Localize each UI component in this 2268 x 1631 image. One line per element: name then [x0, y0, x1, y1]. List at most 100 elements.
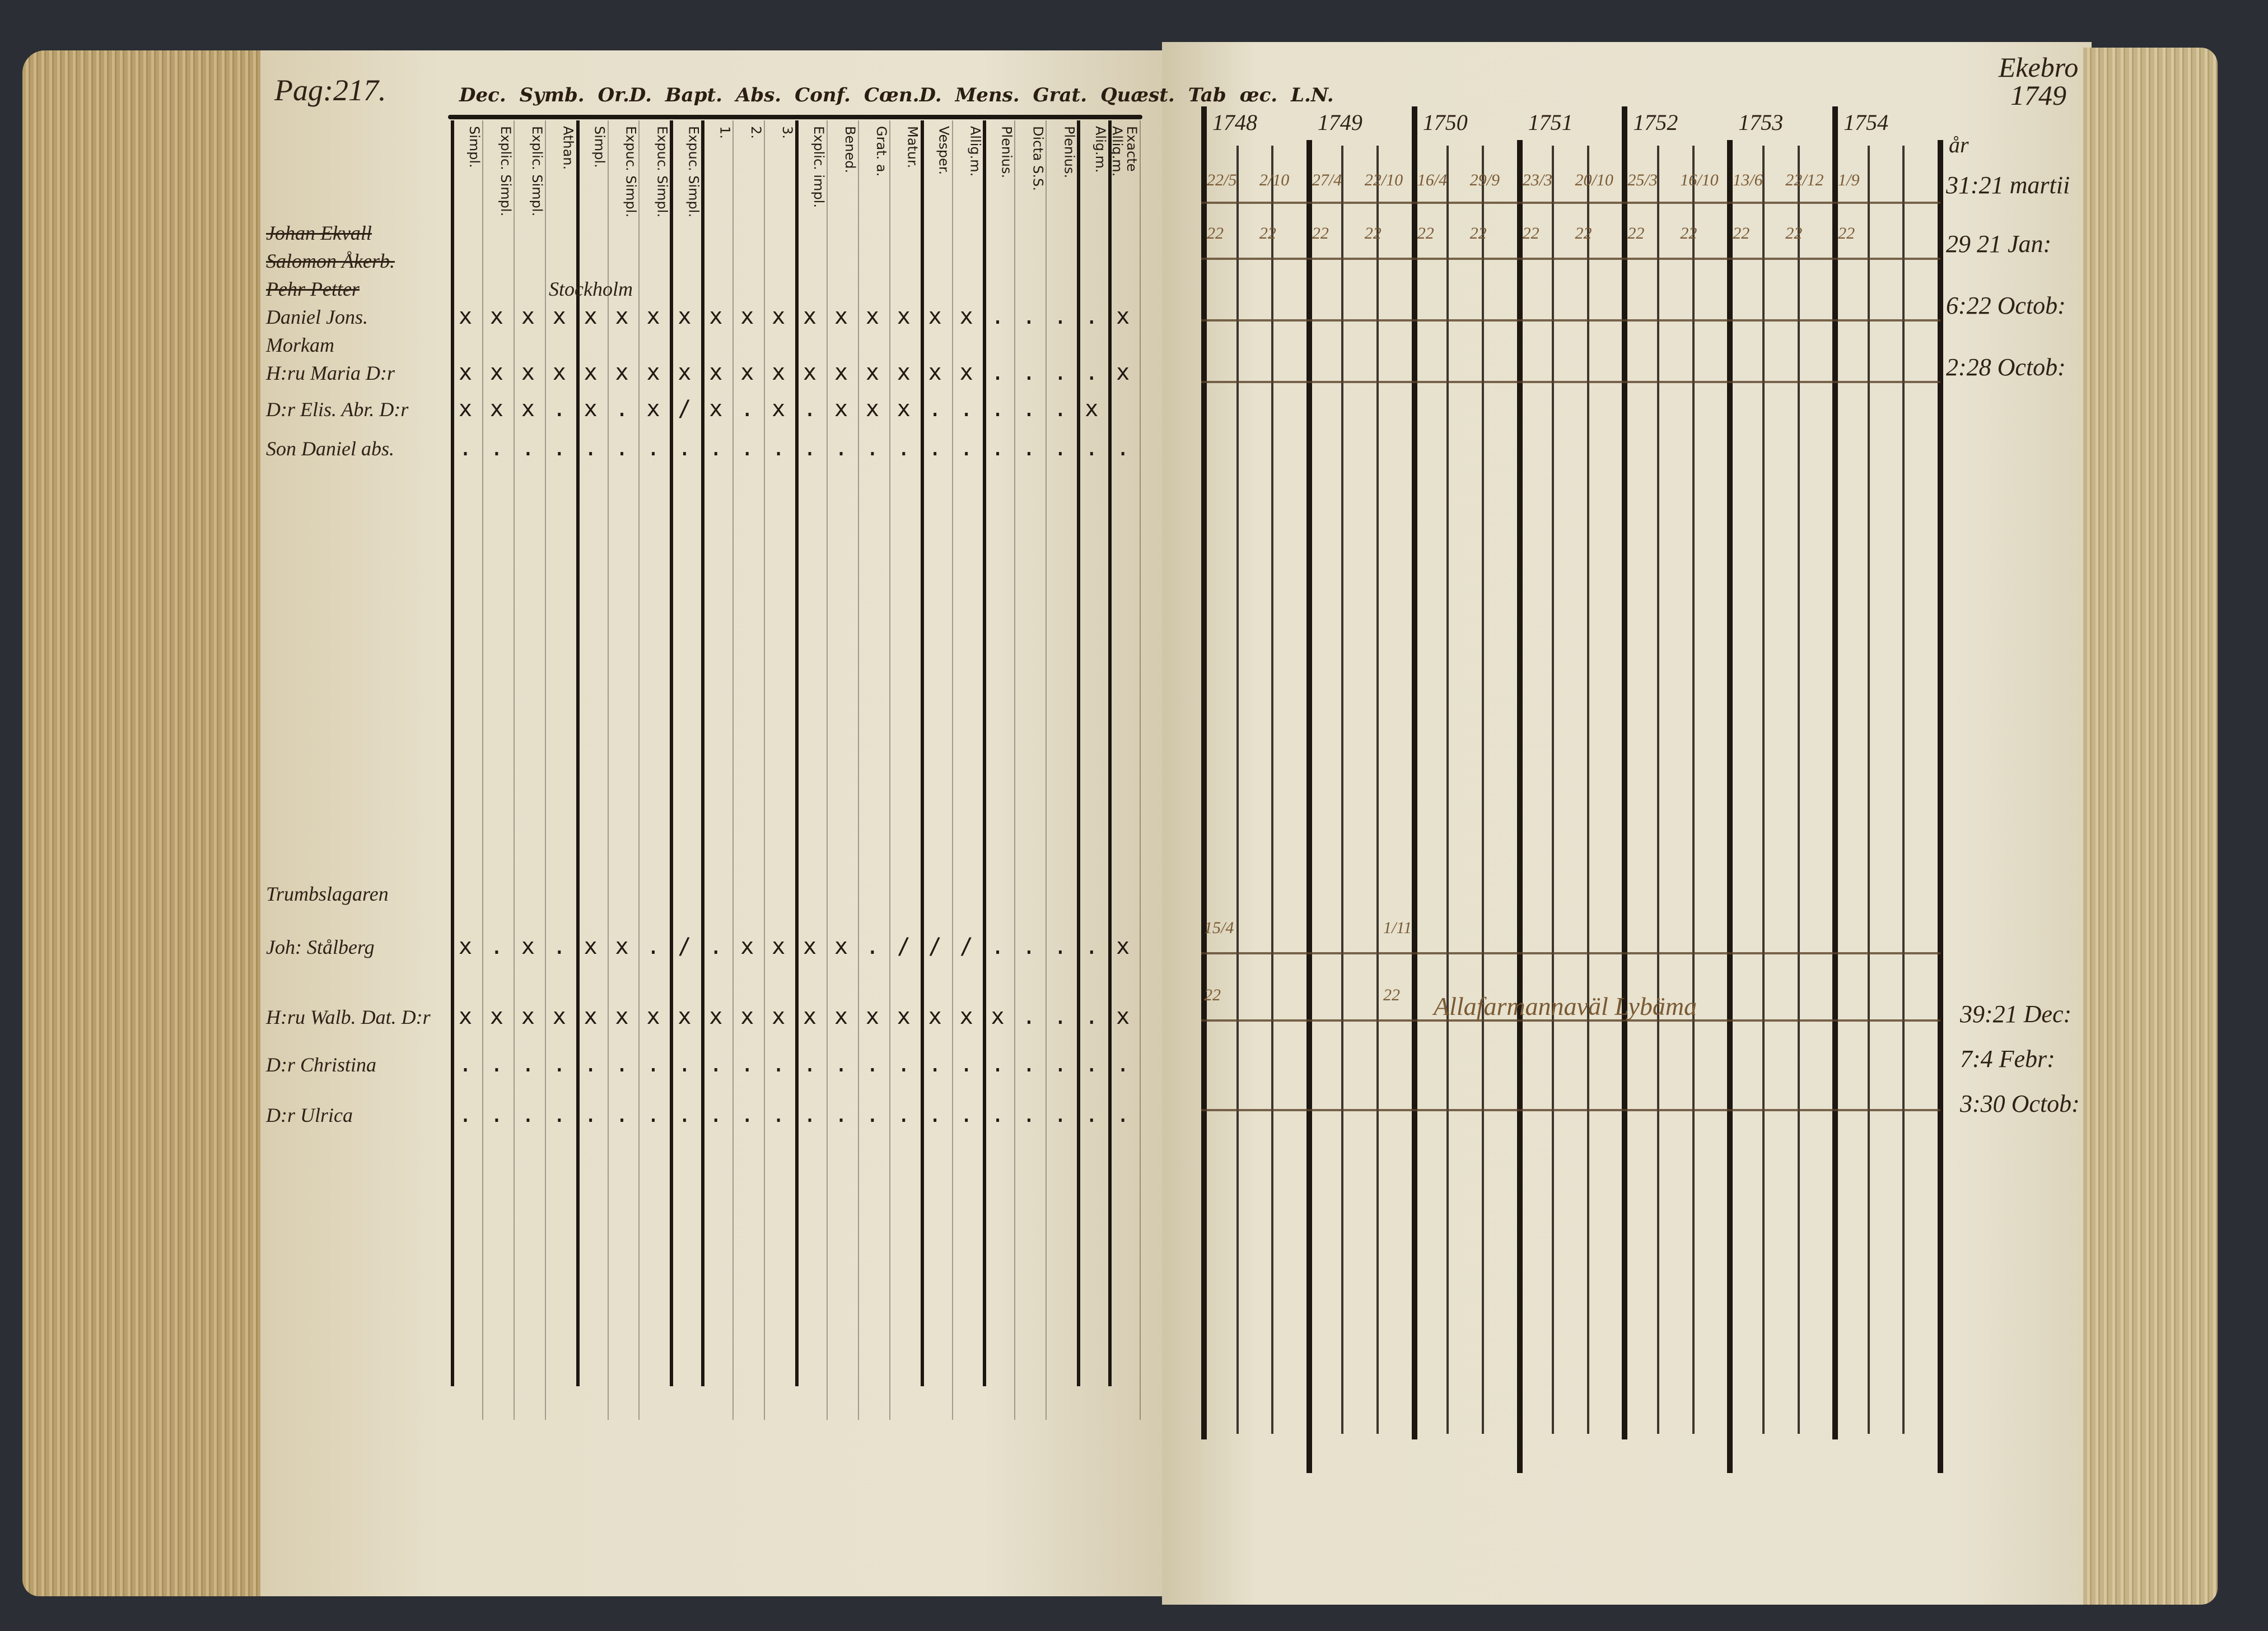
column-rule: [1797, 146, 1800, 1434]
cell-number: 22/12: [1785, 171, 1824, 189]
column-rule: [1867, 146, 1870, 1434]
section-header: Quæst.: [1100, 84, 1175, 106]
date-entry: 39:21 Dec:: [1960, 1000, 2072, 1028]
year-header: 1751: [1528, 110, 1573, 135]
column-rule: [670, 120, 674, 1386]
column-rule: [544, 120, 546, 1420]
column-rule: [1140, 120, 1141, 1420]
row-marks: x.x.xx./.xxxx.///....x: [459, 934, 1148, 959]
date-entry: 29 21 Jan:: [1946, 230, 2052, 258]
cell-number: 29/9: [1469, 171, 1500, 189]
year-group-rule: [1938, 140, 1943, 1473]
column-rule: [1481, 146, 1484, 1434]
cell-number: 22: [1627, 224, 1645, 243]
year-header: 1754: [1844, 110, 1889, 135]
column-rule: [1692, 146, 1695, 1434]
column-rule: [1271, 146, 1274, 1434]
cell-number: 22: [1733, 224, 1750, 243]
row-name: H:ru Maria D:r: [266, 362, 395, 384]
section-header: Cœn.D.: [864, 84, 942, 106]
column-header: Plenius.: [998, 126, 1015, 179]
section-header: Or.D.: [598, 84, 652, 106]
column-rule: [1341, 146, 1344, 1434]
year-group-rule: [1306, 140, 1312, 1473]
row-rule: [1201, 381, 1940, 383]
book-edge-right: [2083, 48, 2218, 1605]
cell-number: 16/4: [1417, 171, 1448, 189]
column-header: Athan.: [560, 126, 576, 170]
column-rule: [638, 120, 640, 1420]
row-marks: xxxxxxxxxxxxxxxxx....x: [459, 360, 1148, 385]
cell-number: 22: [1207, 224, 1224, 243]
year-group-rule: [1622, 106, 1628, 1439]
column-rule: [1108, 120, 1112, 1386]
column-header: Matur.: [904, 126, 921, 169]
cell-number: 22: [1364, 224, 1382, 243]
row-rule: [1201, 952, 1940, 954]
column-rule: [1657, 146, 1660, 1434]
year-header: 1752: [1633, 110, 1678, 135]
column-header: Vesper.: [936, 126, 952, 175]
cell-number: 22: [1838, 224, 1855, 243]
year-group-rule: [1411, 106, 1417, 1439]
column-rule: [1552, 146, 1555, 1434]
row-rule: [1201, 319, 1940, 321]
column-header: Explic. Simpl.: [529, 126, 545, 217]
row-rule: [1201, 1019, 1940, 1022]
year-column-label: år: [1949, 132, 1969, 157]
section-header: œc.: [1239, 84, 1278, 106]
column-rule: [451, 120, 454, 1386]
year-header: 1753: [1738, 110, 1784, 135]
section-header: Symb.: [519, 84, 585, 106]
row-rule: [1201, 202, 1940, 204]
cell-number: 1/11: [1383, 919, 1412, 937]
section-header: Grat.: [1033, 84, 1088, 106]
column-rule: [1902, 146, 1905, 1434]
row-name: D:r Christina: [266, 1054, 377, 1076]
row-rule: [1201, 258, 1940, 260]
cell-number: 27/4: [1312, 171, 1342, 189]
row-name: Daniel Jons.: [266, 306, 368, 328]
cell-number: 23/3: [1522, 171, 1552, 189]
column-rule: [1586, 146, 1589, 1434]
column-header: Exacte Allig.m.: [1109, 126, 1140, 177]
cell-number: 22: [1680, 224, 1697, 243]
page-reference: Pag:217.: [274, 73, 386, 107]
section-header: Mens.: [955, 84, 1020, 106]
column-rule: [1014, 120, 1016, 1420]
column-rule: [701, 120, 705, 1386]
column-rule: [764, 120, 766, 1420]
row-name: H:ru Walb. Dat. D:r: [266, 1006, 431, 1028]
column-header: Expuc. Simpl.: [654, 126, 670, 218]
column-rule: [920, 120, 924, 1386]
column-header: Grat. a.: [873, 126, 889, 177]
year-header: 1748: [1212, 110, 1257, 135]
cell-number: 22/5: [1207, 171, 1237, 189]
section-header: Abs.: [736, 84, 782, 106]
cell-number: 2/10: [1259, 171, 1290, 189]
column-rule: [795, 120, 799, 1386]
cell-number: 22: [1204, 986, 1221, 1004]
row-marks: ......................: [459, 435, 1148, 461]
year-header: 1749: [1317, 110, 1362, 135]
left-page: [260, 50, 1162, 1596]
column-rule: [951, 120, 953, 1420]
row-name: Morkam: [266, 334, 334, 356]
row-name: Johan Ekvall: [266, 222, 372, 244]
date-entry: 2:28 Octob:: [1946, 353, 2066, 381]
column-header: Expuc. Simpl.: [685, 126, 702, 218]
cell-number: 22: [1575, 224, 1592, 243]
section-header: Tab: [1188, 84, 1226, 106]
column-rule: [983, 120, 987, 1386]
row-marks: xxxxxxxxxxxxxxxxx....x: [459, 304, 1148, 329]
year-header: 1750: [1422, 110, 1468, 135]
column-rule: [1446, 146, 1449, 1434]
section-header: L.N.: [1291, 84, 1334, 106]
column-rule: [889, 120, 890, 1420]
cell-number: 1/9: [1838, 171, 1860, 189]
cell-number: 16/10: [1680, 171, 1719, 189]
column-rule: [1077, 120, 1081, 1386]
row-marks: ......................: [459, 1102, 1148, 1127]
column-header: Dicta S.S.: [1030, 126, 1046, 191]
column-header: Expuc. Simpl.: [623, 126, 639, 218]
